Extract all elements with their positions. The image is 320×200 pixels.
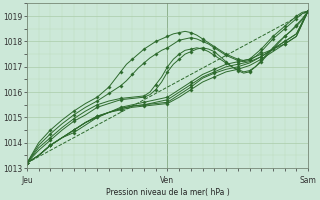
X-axis label: Pression niveau de la mer( hPa ): Pression niveau de la mer( hPa ) bbox=[106, 188, 229, 197]
